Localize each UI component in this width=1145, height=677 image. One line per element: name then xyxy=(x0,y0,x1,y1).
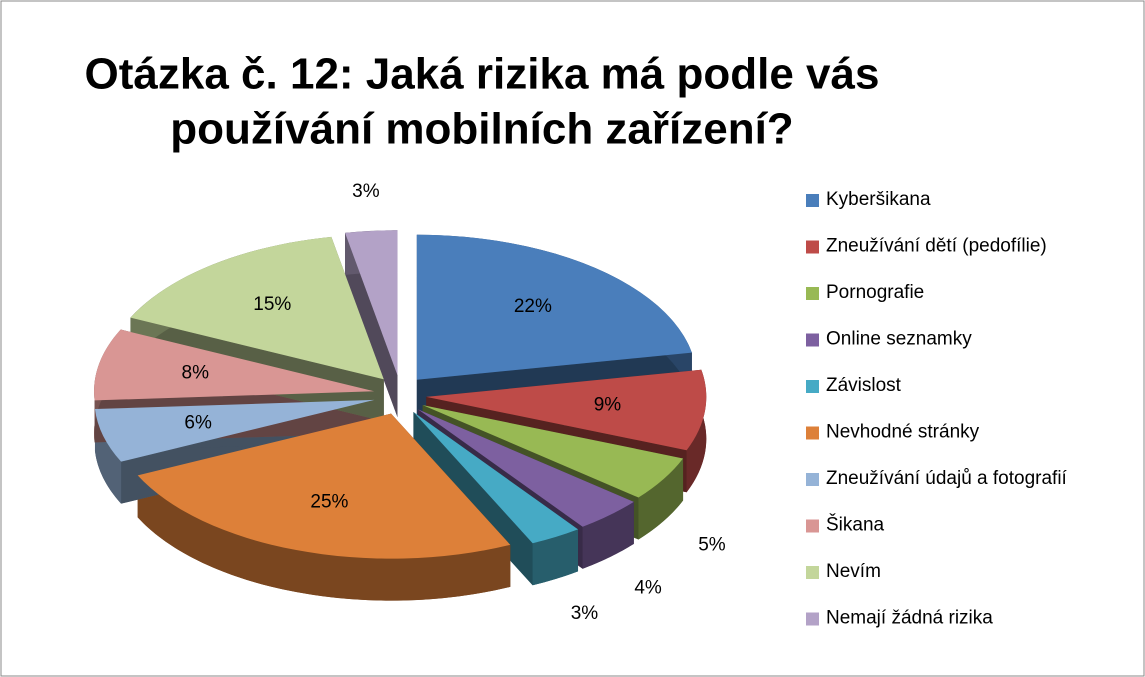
legend: Kyberšikana Zneužívání dětí (pedofílie) Po… xyxy=(806,189,1068,629)
data-label: 22% xyxy=(514,296,552,317)
slice xyxy=(416,234,692,380)
legend-label: Závislost xyxy=(826,375,902,396)
legend-swatch xyxy=(806,194,819,207)
legend-label: Pornografie xyxy=(826,282,924,303)
legend-label: Online seznamky xyxy=(826,329,972,350)
legend-label: Nemají žádná rizika xyxy=(826,608,993,629)
data-label: 8% xyxy=(182,363,210,384)
slice-side xyxy=(137,475,511,601)
data-label: 6% xyxy=(184,412,212,433)
legend-swatch xyxy=(806,287,819,300)
slice xyxy=(345,230,398,376)
chart-title: Otázka č. 12: Jaká rizika má podle vás xyxy=(85,50,880,99)
slice xyxy=(413,412,579,544)
data-label: 25% xyxy=(310,491,348,512)
slice xyxy=(426,369,707,451)
data-label: 5% xyxy=(698,535,726,556)
legend-swatch xyxy=(806,473,819,486)
legend-label: Nevím xyxy=(826,561,881,582)
legend-swatch xyxy=(806,426,819,440)
data-label: 3% xyxy=(352,181,380,202)
pie: 22% 9% 5% 4% 3% 25% 6% 8% 15% 3% xyxy=(94,181,726,624)
chart-title: používání mobilních zařízení? xyxy=(170,105,793,154)
legend-label: Zneužívání údajů a fotografií xyxy=(826,468,1068,489)
slice-side xyxy=(532,529,579,586)
slice-side xyxy=(582,501,634,569)
slice-side xyxy=(638,458,684,540)
data-label: 9% xyxy=(594,395,622,416)
legend-label: Kyberšikana xyxy=(826,189,931,210)
data-label: 4% xyxy=(634,577,662,598)
slice xyxy=(422,405,684,498)
slice xyxy=(94,329,375,401)
legend-swatch xyxy=(806,519,819,533)
legend-label: Zneužívání dětí (pedofílie) xyxy=(826,236,1047,257)
slice xyxy=(130,236,384,380)
data-label: 15% xyxy=(253,294,291,315)
slice xyxy=(137,413,511,559)
legend-swatch xyxy=(806,612,819,626)
legend-label: Šikana xyxy=(826,514,885,536)
legend-label: Nevhodné stránky xyxy=(826,422,980,443)
data-label: 3% xyxy=(571,603,599,624)
legend-swatch xyxy=(806,566,819,579)
slice-side xyxy=(345,232,398,418)
legend-swatch xyxy=(806,333,819,347)
slice xyxy=(418,409,634,527)
legend-swatch xyxy=(806,240,819,254)
legend-swatch xyxy=(806,380,819,393)
slice xyxy=(94,399,375,462)
